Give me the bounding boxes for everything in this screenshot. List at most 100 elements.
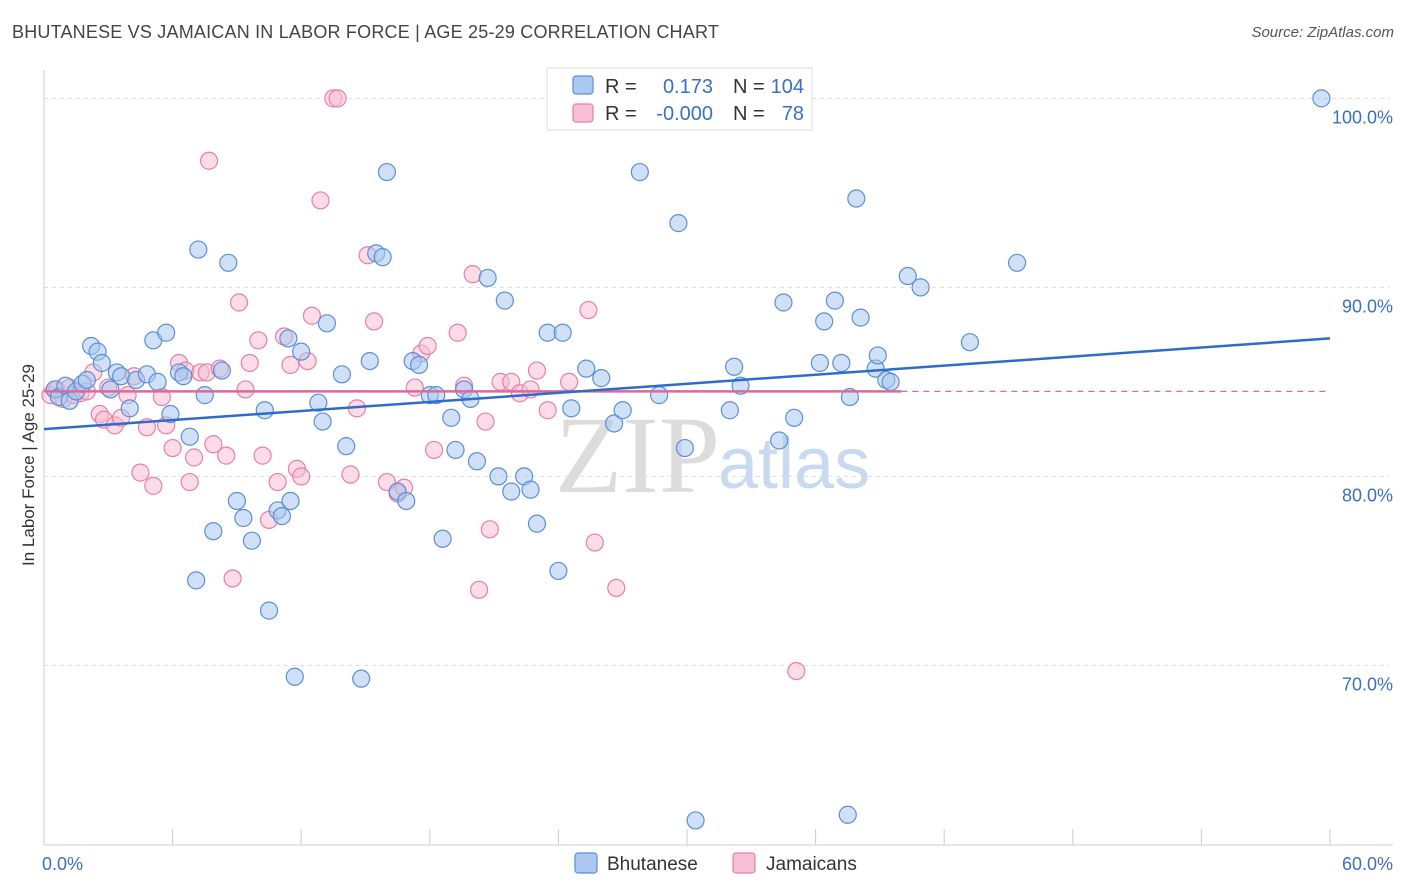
jamaican-point-41 — [292, 467, 311, 486]
jamaican-point-71 — [579, 300, 598, 320]
bhutanese-point-71 — [549, 561, 568, 581]
y-tick-label-0: 100.0% — [1332, 107, 1393, 127]
bhutanese-point-53 — [409, 355, 429, 374]
jamaican-point-56 — [418, 336, 437, 356]
jamaican-point-68 — [527, 361, 547, 380]
bhutanese-point-45 — [352, 669, 371, 688]
legend-r-label-jamaicans: R = — [605, 103, 637, 125]
y-tick-label-1: 90.0% — [1342, 296, 1393, 316]
bhutanese-point-91 — [840, 387, 859, 407]
bhutanese-point-64 — [495, 291, 514, 310]
jamaican-point-27 — [204, 435, 223, 454]
y-axis-label: In Labor Force | Age 25-29 — [19, 364, 38, 566]
x-tick-label-left: 0.0% — [42, 854, 83, 874]
legend-n-label-jamaicans: N = — [733, 103, 765, 125]
bhutanese-point-6 — [77, 370, 96, 390]
bhutanese-point-46 — [360, 351, 379, 371]
bhutanese-point-81 — [720, 401, 739, 420]
bhutanese-point-31 — [242, 531, 262, 550]
jamaican-point-43 — [302, 306, 322, 325]
bhutanese-point-87 — [810, 353, 829, 373]
bhutanese-point-19 — [161, 404, 180, 424]
bhutanese-point-13 — [120, 399, 139, 418]
jamaican-point-58 — [448, 323, 467, 342]
bhutanese-point-35 — [272, 506, 292, 526]
axes: 100.0% 90.0% 80.0% 70.0% — [43, 70, 1393, 846]
bhutanese-point-38 — [292, 342, 311, 361]
watermark-zip: ZIP — [555, 394, 720, 516]
trendline-bhutanese — [43, 337, 1331, 431]
jamaican-point-61 — [469, 580, 489, 599]
bhutanese-point-51 — [397, 491, 416, 511]
bhutanese-point-36 — [281, 491, 300, 511]
jamaican-point-15 — [131, 463, 150, 482]
bhutanese-point-79 — [669, 214, 688, 233]
bhutanese-point-18 — [157, 323, 176, 342]
bhutanese-point-103 — [686, 811, 705, 830]
bhutanese-point-97 — [881, 372, 900, 391]
jamaican-point-57 — [424, 440, 444, 460]
bhutanese-point-12 — [112, 367, 131, 386]
bhutanese-point-65 — [502, 482, 521, 501]
legend-n-value-bhutanese: 104 — [771, 76, 804, 98]
bhutanese-point-33 — [259, 601, 279, 620]
jamaican-point-34 — [249, 331, 268, 350]
bottom-legend-swatch-jamaicans — [732, 852, 756, 874]
bhutanese-point-80 — [675, 438, 694, 458]
bhutanese-point-26 — [204, 522, 223, 541]
bottom-legend-swatch-bhutanese — [574, 852, 598, 874]
jamaican-point-32 — [236, 380, 255, 399]
y-tick-label-3: 70.0% — [1342, 674, 1393, 694]
bhutanese-point-43 — [332, 365, 352, 384]
legend-r-value-bhutanese: 0.173 — [663, 76, 713, 98]
bhutanese-point-62 — [478, 268, 497, 288]
bhutanese-point-17 — [148, 372, 167, 391]
jamaican-point-62 — [476, 412, 495, 431]
bhutanese-point-22 — [180, 427, 199, 446]
bhutanese-point-90 — [832, 353, 851, 373]
bhutanese-point-29 — [227, 491, 246, 511]
bottom-legend-label-bhutanese: Bhutanese — [607, 854, 698, 875]
watermark: ZIP atlas — [555, 394, 870, 516]
bhutanese-point-82 — [725, 357, 744, 376]
jamaican-point-47 — [341, 465, 360, 484]
bhutanese-point-77 — [630, 162, 649, 182]
bhutanese-point-42 — [317, 314, 337, 333]
bhutanese-point-89 — [825, 291, 844, 310]
x-tick-label-right: 60.0% — [1342, 854, 1393, 874]
bhutanese-point-100 — [960, 333, 980, 352]
bhutanese-point-9 — [92, 353, 111, 373]
jamaican-point-23 — [180, 472, 199, 492]
jamaican-point-77 — [199, 151, 219, 170]
jamaican-point-39 — [281, 355, 300, 374]
legend-n-value-jamaicans: 78 — [782, 103, 804, 125]
bhutanese-point-93 — [851, 308, 870, 327]
bhutanese-point-58 — [446, 440, 465, 460]
stats-legend: R = 0.173 N = 104 R = -0.000 N = 78 — [546, 67, 813, 131]
jamaican-point-29 — [217, 446, 236, 465]
bhutanese-point-21 — [174, 367, 193, 386]
jamaican-point-60 — [463, 265, 482, 284]
bhutanese-point-74 — [592, 369, 611, 388]
series-bhutanese — [45, 89, 1331, 830]
bhutanese-point-70 — [553, 323, 572, 342]
bhutanese-point-40 — [309, 393, 328, 412]
jamaican-point-20 — [163, 438, 182, 458]
jamaican-point-54 — [405, 378, 424, 397]
bhutanese-point-27 — [212, 361, 231, 380]
bhutanese-point-49 — [377, 162, 397, 182]
bhutanese-point-30 — [234, 508, 253, 528]
bhutanese-point-86 — [785, 408, 804, 427]
bhutanese-point-101 — [1007, 253, 1027, 272]
jamaican-point-76 — [787, 661, 806, 681]
jamaican-point-35 — [253, 446, 272, 465]
jamaican-point-69 — [538, 401, 557, 420]
jamaican-point-70 — [560, 372, 579, 391]
bhutanese-point-75 — [605, 414, 624, 433]
bhutanese-point-56 — [433, 529, 452, 548]
jamaican-point-24 — [184, 448, 204, 467]
y-tick-label-2: 80.0% — [1342, 485, 1393, 505]
bhutanese-point-23 — [187, 571, 206, 590]
series-legend: Bhutanese Jamaicans — [574, 852, 857, 875]
